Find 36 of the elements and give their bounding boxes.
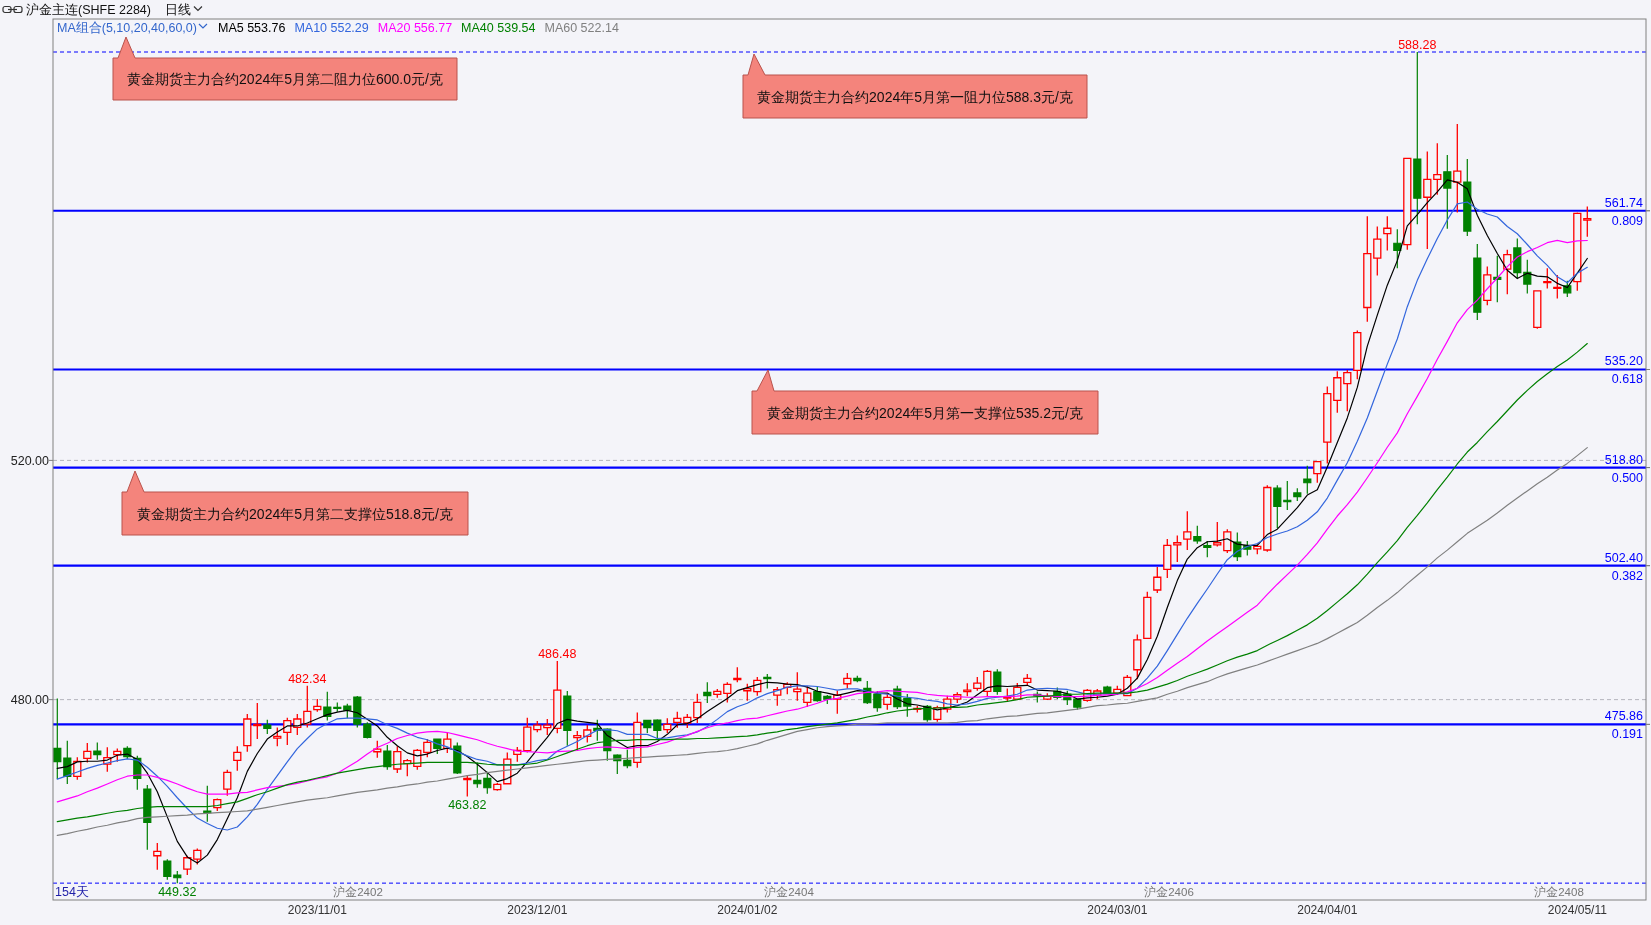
y3-tick-label: 0.500 — [1611, 470, 1644, 485]
y2-tick-label: 475.86 — [1604, 709, 1644, 724]
annotation: 沪金2406 — [1144, 886, 1194, 898]
y3-tick-label: 0.618 — [1611, 372, 1644, 387]
annotation: 黄金期货主力合约2024年5月第一支撑位535.2元/克 — [767, 404, 1083, 421]
annotation: 沪金2408 — [1534, 886, 1584, 898]
x-tick-label: 2024/04/01 — [1297, 903, 1358, 917]
annotation: 449.32 — [158, 885, 197, 900]
legend: MA组合(5,10,20,40,60,0) MA5 553.76 MA10 552.29 MA20 556.77 MA40 539.54 MA60 522.14 — [57, 21, 619, 35]
y2-tick-label: 518.80 — [1604, 452, 1644, 467]
annotation: 黄金期货主力合约2024年5月第二支撑位518.8元/克 — [137, 505, 453, 522]
annotation: 154天 — [55, 885, 89, 899]
annotation: 482.34 — [288, 671, 327, 686]
x-tick-label: 2024/03/01 — [1087, 903, 1148, 917]
y2-tick-label: 502.40 — [1604, 550, 1644, 565]
y-tick-label: 480.00 — [10, 693, 50, 708]
chart-subtitle: 日线 — [164, 3, 191, 17]
y3-tick-label: 0.191 — [1611, 727, 1644, 742]
annotation: 黄金期货主力合约2024年5月第二阻力位600.0元/克 — [127, 71, 443, 87]
y3-tick-label: 0.809 — [1611, 213, 1644, 228]
x-tick-label: 2024/01/02 — [717, 903, 778, 917]
annotation: 沪金2404 — [764, 886, 814, 898]
chart-title: 沪金主连(SHFE 2284) — [26, 2, 151, 17]
annotation: 463.82 — [448, 798, 487, 813]
annotation: 588.28 — [1398, 38, 1437, 52]
x-tick-label: 2023/11/01 — [287, 903, 348, 917]
y2-tick-label: 561.74 — [1604, 195, 1644, 210]
annotation: 486.48 — [538, 646, 577, 661]
x-tick-label: 2024/05/11 — [1547, 903, 1608, 917]
annotation: 黄金期货主力合约2024年5月第一阻力位588.3元/克 — [757, 88, 1073, 105]
legend-title: MA组合(5,10,20,40,60,0) — [57, 21, 197, 35]
y-tick-label: 520.00 — [10, 453, 50, 468]
y2-tick-label: 535.20 — [1604, 354, 1644, 369]
y3-tick-label: 0.382 — [1611, 568, 1644, 583]
annotation: 沪金2402 — [333, 886, 383, 898]
x-tick-label: 2023/12/01 — [507, 903, 568, 917]
